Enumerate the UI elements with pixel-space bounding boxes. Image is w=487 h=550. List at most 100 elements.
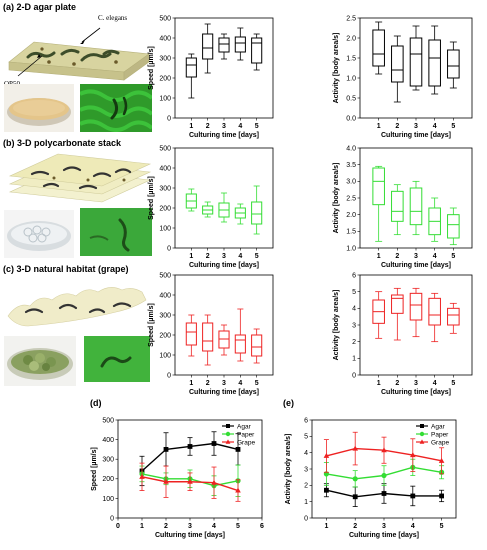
d-speed-ytick-label: 500: [102, 417, 114, 424]
e-activity-legend-label-grape: Grape: [431, 439, 449, 446]
grape-habitat-illustration: [7, 287, 147, 327]
a-speed-xlabel: Culturing time [days]: [189, 132, 259, 139]
a-activity-box-3: [409, 25, 423, 91]
d-speed-xtick-label: 6: [260, 523, 264, 530]
b-activity-xtick-label: 2: [395, 253, 399, 260]
b-speed-ytick-label: 500: [159, 145, 171, 152]
b-activity-box-5: [447, 207, 460, 246]
c-speed-box-4: [234, 308, 246, 362]
e-activity-xtick-label: 2: [353, 523, 357, 530]
b-speed-xtick-label: 3: [222, 253, 226, 260]
e-activity-xtick-label: 1: [324, 523, 328, 530]
box-iqr: [428, 297, 441, 326]
agar-plate-illustration: [8, 27, 150, 81]
c-speed-ytick-label: 400: [159, 292, 171, 299]
polycarbonate-worms-photo: [80, 208, 152, 256]
e-activity-ytick-label: 2: [304, 483, 308, 490]
panel-d-label: (d): [90, 398, 102, 408]
b-activity-box-4: [428, 197, 441, 242]
a-activity-xtick-label: 3: [414, 123, 418, 130]
e-activity-series-agar: [323, 483, 445, 507]
c-activity-box-2: [391, 287, 404, 341]
b-activity-ytick-label: 4.0: [346, 145, 356, 152]
a-speed-box-5: [251, 33, 263, 71]
data-point: [352, 494, 358, 500]
b-activity-box-2: [391, 184, 404, 236]
c-speed-box-3: [218, 324, 230, 356]
c-activity-ytick-label: 2: [352, 339, 356, 346]
a-activity-ytick-label: 2.0: [346, 35, 356, 42]
e-activity-legend-marker: [419, 439, 425, 444]
agar-dish-photo: [4, 84, 74, 132]
e-activity-legend-marker: [419, 431, 425, 437]
d-speed-legend-label-grape: Grape: [237, 439, 255, 446]
c-speed-ytick-label: 100: [159, 352, 171, 359]
data-point: [187, 478, 193, 484]
d-speed-xtick-label: 3: [188, 523, 192, 530]
box-iqr: [409, 187, 423, 226]
data-point: [324, 487, 329, 493]
b-speed-ytick-label: 200: [159, 205, 171, 212]
b-speed-ytick-label: 0: [167, 245, 171, 252]
box-iqr: [391, 45, 404, 83]
box-iqr: [185, 57, 197, 78]
data-point: [235, 447, 241, 452]
a-activity-xlabel: Culturing time [days]: [381, 132, 451, 139]
d-speed-xlabel: Culturing time [days]: [155, 532, 225, 539]
a-activity-xtick-label: 4: [433, 123, 437, 130]
a-speed-ytick-label: 500: [159, 15, 171, 22]
box-iqr: [234, 334, 246, 354]
b-activity-xlabel: Culturing time [days]: [381, 262, 451, 269]
b-activity-xtick-label: 3: [414, 253, 418, 260]
c-speed-ytick-label: 500: [159, 272, 171, 279]
a-speed-ytick-label: 400: [159, 35, 171, 42]
data-point: [235, 487, 241, 493]
c-speed-box-1: [185, 314, 197, 357]
c-speed-ytick-label: 0: [167, 372, 171, 379]
a-speed-xtick-label: 3: [222, 123, 226, 130]
b-speed-ylabel: Speed [µm/s]: [148, 176, 155, 220]
e-activity-ylabel: Activity [body area/s]: [285, 434, 292, 505]
panel-b-label: (b) 3-D polycarbonate stack: [3, 138, 122, 148]
box-iqr: [391, 190, 404, 222]
data-point: [323, 452, 330, 458]
grape-worm-photo: [84, 336, 150, 382]
box-iqr: [234, 36, 246, 53]
c-activity-xlabel: Culturing time [days]: [381, 389, 451, 396]
polycarbonate-dish-photo: [4, 210, 74, 258]
b-activity-ytick-label: 2.0: [346, 212, 356, 219]
box-iqr: [218, 37, 230, 53]
d-speed-series-grape: [139, 462, 241, 502]
data-point: [211, 441, 217, 446]
a-activity-ytick-label: 0.0: [346, 115, 356, 122]
d-speed-xtick-label: 2: [164, 523, 168, 530]
a-activity-ylabel: Activity [body area/s]: [333, 33, 340, 104]
b-speed-xtick-label: 4: [238, 253, 242, 260]
e-activity-xtick-label: 3: [382, 523, 386, 530]
a-activity-box-2: [391, 35, 404, 103]
b-speed-chart: 0 100 200 300 400 500 1 2 3 4 5 Culturing time [day…: [148, 145, 274, 269]
e-activity-ytick-label: 5: [304, 434, 308, 441]
box-iqr: [251, 37, 263, 64]
e-activity-series-grape: [323, 431, 445, 475]
a-activity-xtick-label: 2: [395, 123, 399, 130]
a-speed-xtick-label: 2: [206, 123, 210, 130]
c-speed-ytick-label: 300: [159, 312, 171, 319]
data-point: [439, 493, 444, 499]
box-iqr: [447, 49, 460, 79]
d-speed-xtick-label: 4: [212, 523, 216, 530]
data-point: [438, 457, 445, 463]
c-speed-xtick-label: 5: [255, 380, 259, 387]
data-point: [211, 479, 217, 485]
e-activity-chart: 0 1 2 3 4 5 6 1 2 3 4 5 Culturing time [days] Activit…: [285, 417, 457, 539]
agar-worms-photo: [80, 84, 152, 132]
box-iqr: [409, 37, 423, 87]
d-speed-xtick-label: 1: [140, 523, 144, 530]
c-activity-ytick-label: 3: [352, 322, 356, 329]
box-iqr: [372, 167, 385, 206]
c-speed-xtick-label: 1: [189, 380, 193, 387]
b-speed-box-2: [202, 201, 214, 218]
